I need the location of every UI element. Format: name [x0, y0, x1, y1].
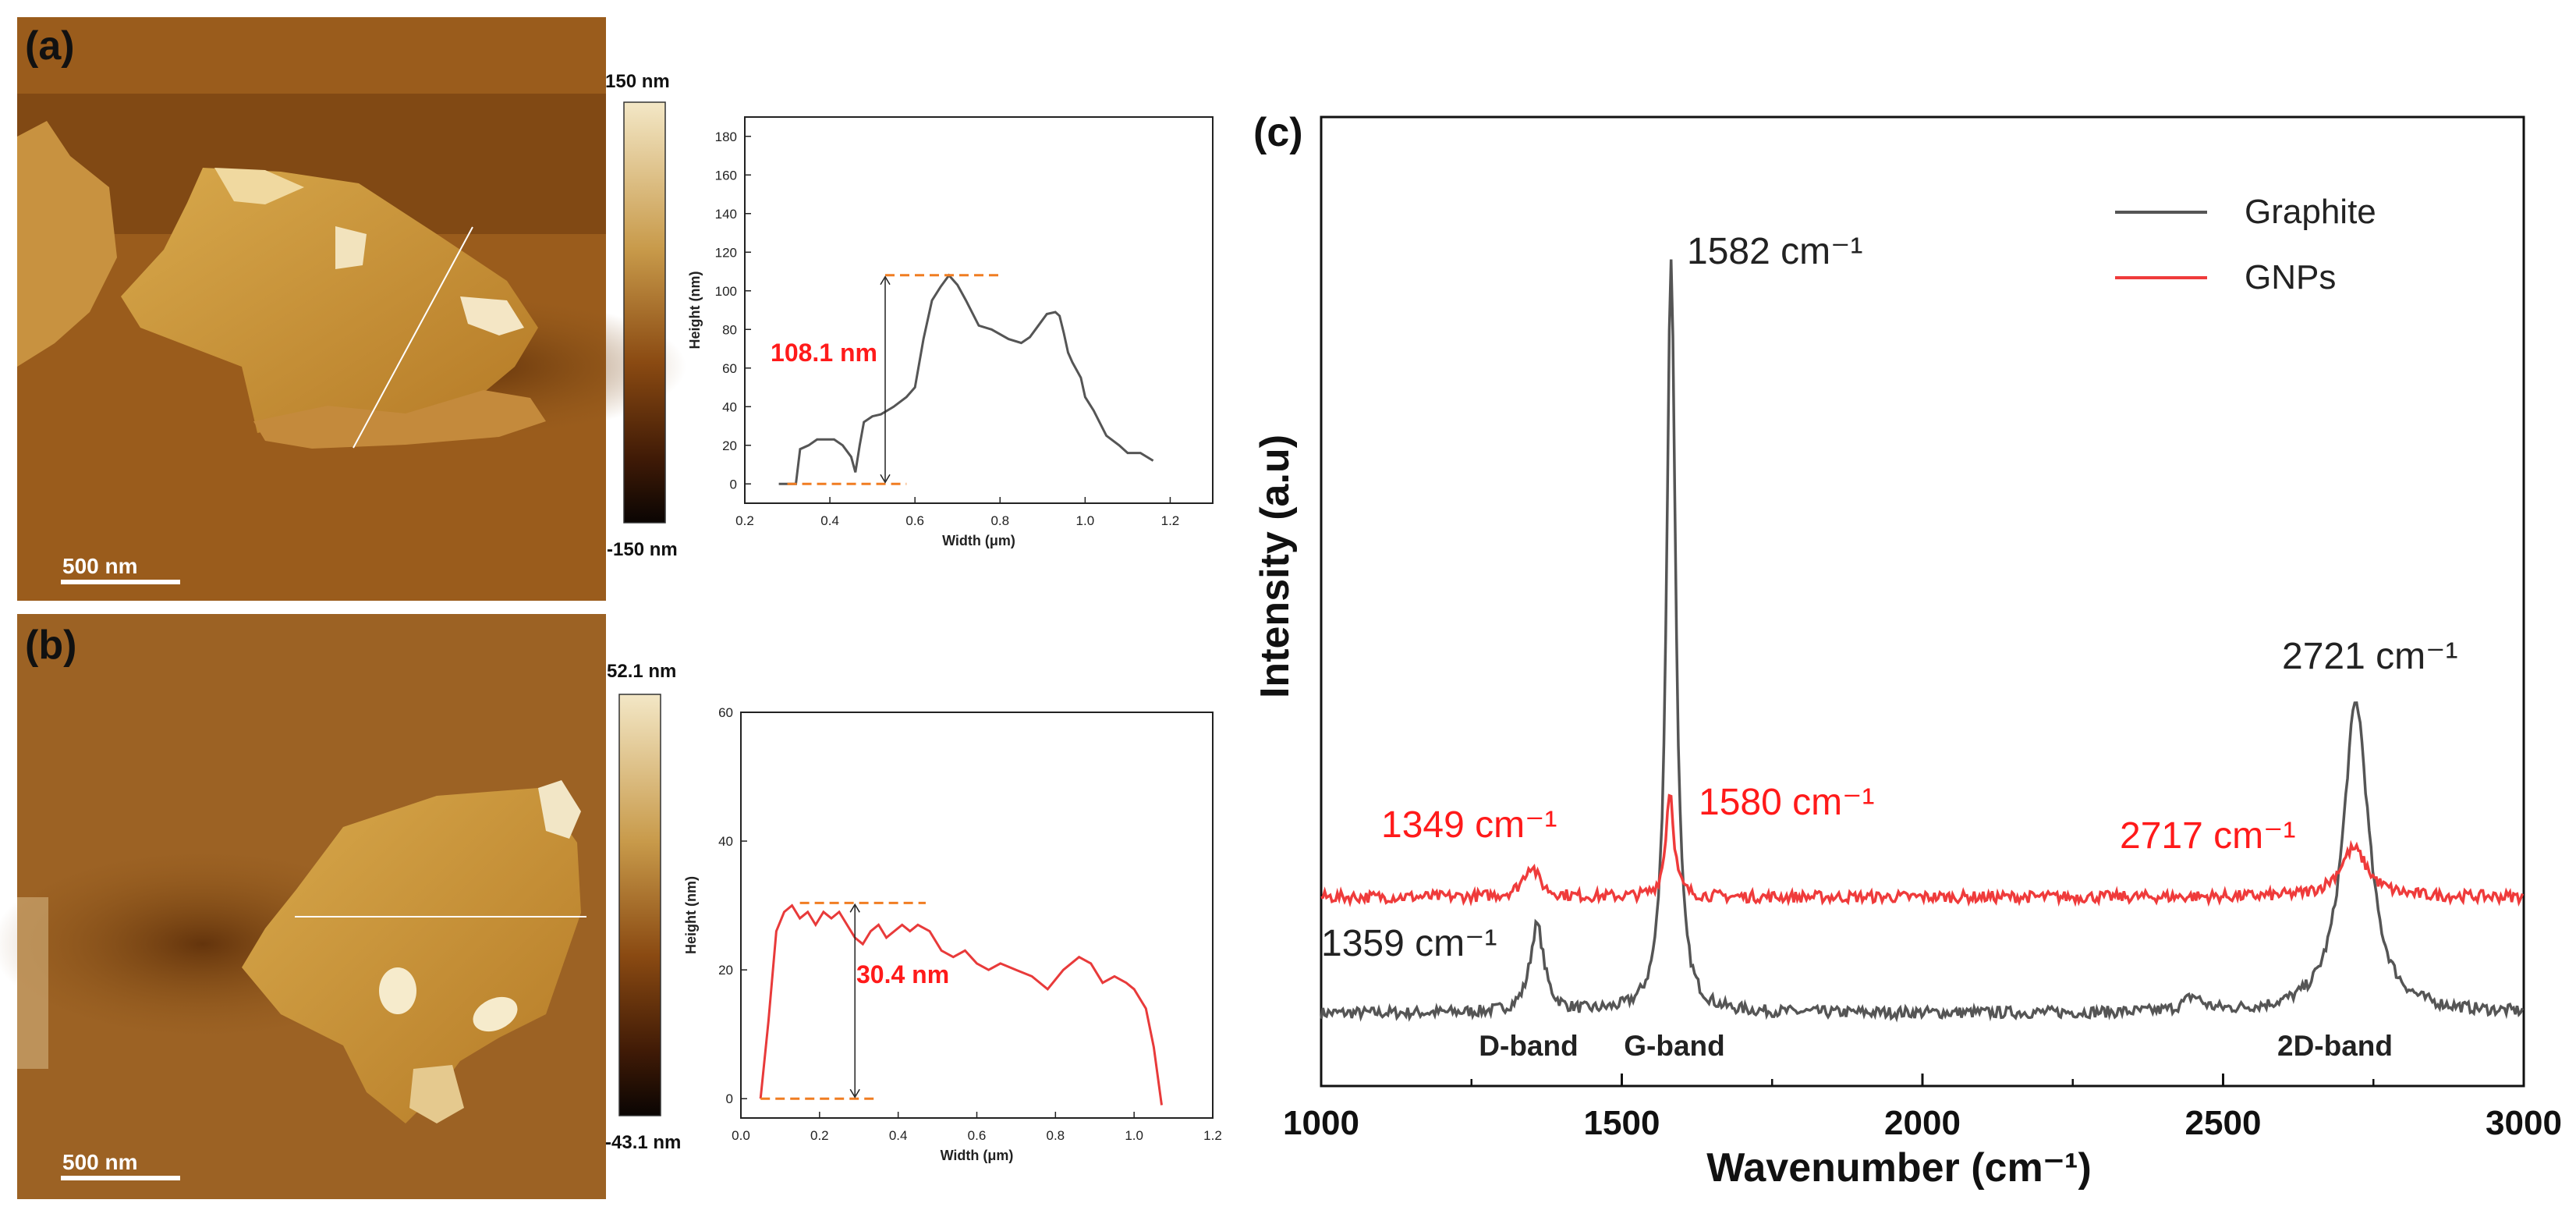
- x-tick-label: 1.2: [1203, 1128, 1222, 1143]
- raman-band-label: 2D-band: [2277, 1030, 2393, 1062]
- x-tick-label: 1.0: [1125, 1128, 1143, 1143]
- y-axis-label: Height (nm): [683, 876, 699, 954]
- raman-legend: Graphite GNPs: [2115, 193, 2376, 296]
- x-axis-label: Width (μm): [942, 533, 1015, 548]
- scale-bar-a: [61, 580, 180, 584]
- x-tick-label: 0.8: [1047, 1128, 1065, 1143]
- x-tick-label: 0.0: [732, 1128, 750, 1143]
- afm-flake-particle-1-b: [379, 967, 416, 1014]
- afm-profile-line-a: [353, 226, 473, 449]
- colorbar-a: 150 nm -150 nm: [605, 71, 678, 560]
- afm-flake-bright-top-b: [538, 780, 581, 839]
- y-tick-label: 0: [726, 1091, 733, 1106]
- raman-y-axis-label: Intensity (a.u): [1253, 435, 1298, 698]
- y-axis-label: Height (nm): [687, 272, 703, 350]
- colorbar-max-b: 52.1 nm: [607, 661, 676, 682]
- raman-band-label: D-band: [1479, 1030, 1578, 1062]
- plot-frame: [744, 116, 1214, 504]
- raman-peak-label: 1349 cm⁻¹: [1381, 804, 1557, 846]
- raman-frame: [1320, 115, 2525, 1088]
- afm-flake-bright-a: [335, 226, 367, 269]
- afm-image-b: 500 nm (b): [0, 614, 606, 1199]
- legend-label: Graphite: [2245, 193, 2376, 231]
- panel-label-c: (c): [1253, 110, 1303, 155]
- afm-flake-main-b: [242, 788, 581, 1123]
- x-tick-label: 0.4: [889, 1128, 908, 1143]
- x-tick-label: 0.4: [820, 513, 839, 528]
- legend-label: GNPs: [2245, 258, 2336, 296]
- y-tick-label: 160: [715, 168, 737, 183]
- profile-plot-a: 0.2 0.4 0.6 0.8 1.0 1.2 0 20 40 60 80 100 120 140 160 1…: [687, 116, 1214, 548]
- x-tick-label: 1.2: [1161, 513, 1180, 528]
- colorbar-gradient-a: [623, 101, 666, 523]
- raman-band-label: G-band: [1624, 1030, 1724, 1062]
- afm-edge-b: [17, 897, 48, 1069]
- y-tick-label: 80: [722, 322, 737, 337]
- scale-bar-label-a: 500 nm: [62, 554, 138, 578]
- profile-series-line: [778, 273, 1154, 485]
- profile-plot-b: 0.0 0.2 0.4 0.6 0.8 1.0 1.2 0 20 40 60 Width (μm) He…: [683, 705, 1222, 1163]
- afm-flake-particle-2-b: [473, 996, 518, 1032]
- x-tick-label: 1.0: [1076, 513, 1095, 528]
- x-tick-label: 0.8: [990, 513, 1009, 528]
- y-tick-label: 40: [718, 834, 733, 849]
- afm-flake-lower-b: [409, 1065, 464, 1123]
- colorbar-min-b: -43.1 nm: [605, 1132, 681, 1153]
- raman-series-graphite: [1320, 259, 2525, 1023]
- raman-x-tick-label: 1000: [1283, 1104, 1359, 1142]
- x-tick-label: 0.2: [735, 513, 754, 528]
- raman-peak-label: 1582 cm⁻¹: [1687, 231, 1862, 272]
- annotation-value-label: 30.4 nm: [856, 960, 949, 988]
- profile-series-line: [759, 903, 1163, 1106]
- colorbar-b: 52.1 nm -43.1 nm: [605, 661, 681, 1153]
- y-tick-label: 180: [715, 130, 737, 144]
- y-tick-label: 140: [715, 207, 737, 222]
- colorbar-max-a: 150 nm: [605, 71, 670, 92]
- x-tick-label: 0.2: [810, 1128, 829, 1143]
- afm-flake-highlight-a: [214, 168, 304, 204]
- y-tick-label: 60: [718, 705, 733, 720]
- x-tick-label: 0.6: [905, 513, 924, 528]
- afm-flake-left-a: [17, 121, 117, 367]
- annotation-value-label: 108.1 nm: [771, 339, 877, 367]
- panel-label-a: (a): [25, 23, 75, 69]
- y-tick-label: 100: [715, 284, 737, 299]
- colorbar-gradient-b: [618, 694, 661, 1116]
- raman-plot: 1000 1500 2000 2500 3000 Wavenumber (cm⁻¹) Int…: [1253, 115, 2562, 1191]
- scale-bar-b: [61, 1176, 180, 1180]
- raman-x-tick-label: 2500: [2185, 1104, 2262, 1142]
- raman-peak-label: 2717 cm⁻¹: [2120, 815, 2295, 857]
- y-tick-label: 40: [722, 399, 737, 414]
- y-tick-label: 20: [722, 438, 737, 453]
- y-tick-label: 20: [718, 963, 733, 978]
- x-tick-label: 0.6: [968, 1128, 987, 1143]
- annotation-arrow-head-top: [880, 275, 891, 286]
- raman-peak-label: 1359 cm⁻¹: [1321, 923, 1497, 964]
- y-tick-label: 60: [722, 361, 737, 376]
- raman-x-axis-label: Wavenumber (cm⁻¹): [1706, 1145, 2092, 1191]
- annotation-arrow-head-bottom: [849, 1088, 860, 1098]
- plot-frame: [740, 712, 1214, 1119]
- x-axis-label: Width (μm): [941, 1148, 1014, 1163]
- y-tick-label: 0: [730, 477, 737, 492]
- afm-image-a: 500 nm (a): [17, 17, 686, 601]
- afm-flake-lower-a: [253, 390, 546, 449]
- afm-flake-edge-a: [460, 296, 524, 335]
- y-tick-label: 120: [715, 245, 737, 260]
- colorbar-min-a: -150 nm: [607, 539, 678, 560]
- panel-label-b: (b): [25, 623, 76, 668]
- raman-series-gnps: [1320, 793, 2525, 907]
- raman-peak-label: 1580 cm⁻¹: [1699, 782, 1874, 823]
- raman-peak-label: 2721 cm⁻¹: [2282, 636, 2457, 677]
- annotation-arrow-head-bottom: [880, 474, 891, 484]
- annotation-arrow-head-top: [849, 903, 860, 913]
- scale-bar-label-b: 500 nm: [62, 1150, 138, 1174]
- raman-x-tick-label: 2000: [1884, 1104, 1961, 1142]
- raman-x-tick-label: 3000: [2486, 1104, 2562, 1142]
- raman-x-tick-label: 1500: [1584, 1104, 1660, 1142]
- afm-flake-main-a: [121, 168, 538, 433]
